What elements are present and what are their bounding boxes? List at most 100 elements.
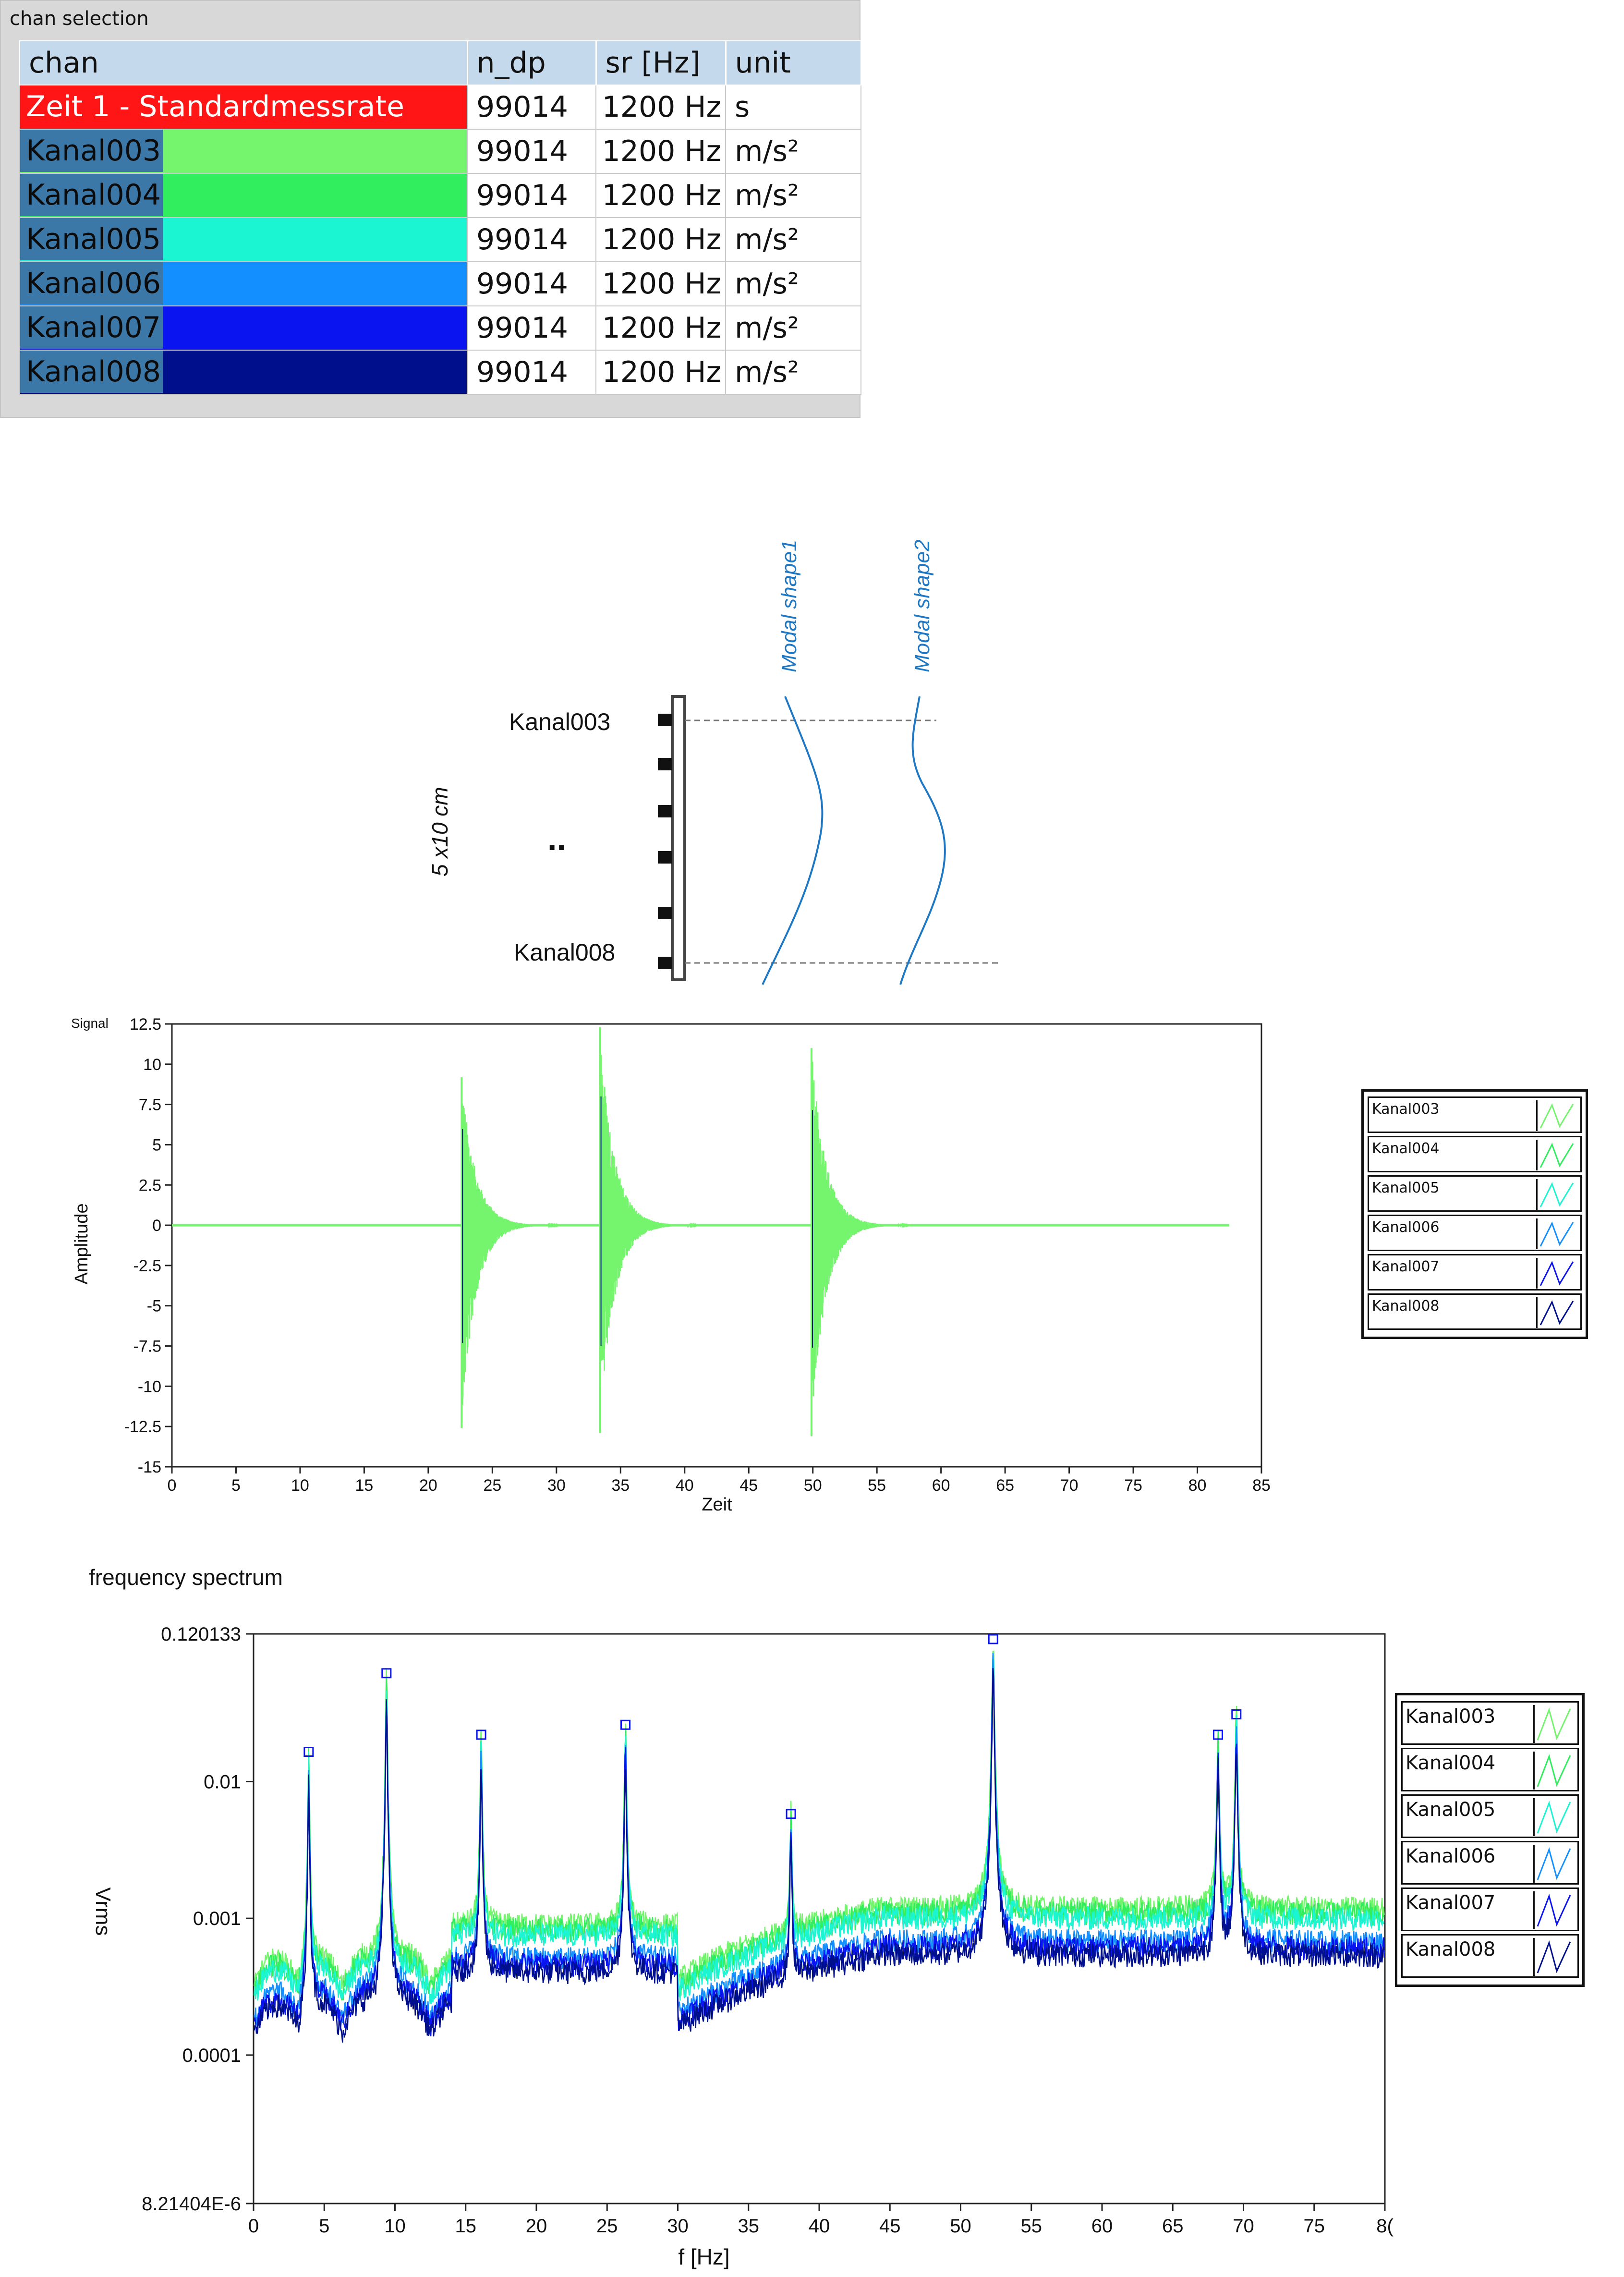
unit-cell: m/s² <box>725 305 861 351</box>
legend-item[interactable]: Kanal007 <box>1401 1887 1579 1931</box>
x-tick-label: 70 <box>1060 1476 1079 1495</box>
x-tick-label: 70 <box>1233 2216 1254 2237</box>
legend-item[interactable]: Kanal007 <box>1368 1254 1582 1291</box>
x-tick-label: 85 <box>1252 1476 1271 1495</box>
legend-label: Kanal007 <box>1406 1892 1496 1914</box>
bottom-sensor-label: Kanal008 <box>514 939 615 966</box>
legend-item[interactable]: Kanal003 <box>1401 1701 1579 1745</box>
x-tick-label: 30 <box>667 2216 689 2237</box>
channel-name: Zeit 1 - Standardmessrate <box>26 90 404 123</box>
channel-cell[interactable]: Kanal003 <box>19 129 468 174</box>
signal-chart: Signal Amplitude Zeit 12.5 10 7.5 5 2.5 0 -2.5… <box>71 1015 1271 1515</box>
modal-shape-1-label: Modal shape1 <box>777 540 801 672</box>
legend-label: Kanal003 <box>1372 1101 1440 1118</box>
channel-cell[interactable]: Zeit 1 - Standardmessrate <box>19 85 468 130</box>
sr-cell: 1200 Hz <box>595 173 726 218</box>
table-row[interactable]: Kanal007 99014 1200 Hz m/s² <box>19 305 861 351</box>
x-tick-label: 8( <box>1376 2216 1394 2237</box>
x-tick-label: 30 <box>547 1476 566 1495</box>
table-row[interactable]: Kanal005 99014 1200 Hz m/s² <box>19 217 861 262</box>
legend-label: Kanal004 <box>1372 1140 1440 1157</box>
x-tick-label: 35 <box>611 1476 630 1495</box>
x-tick-label: 65 <box>1162 2216 1184 2237</box>
sr-cell: 1200 Hz <box>595 305 726 351</box>
channel-cell[interactable]: Kanal004 <box>19 173 468 218</box>
channel-cell[interactable]: Kanal008 <box>19 350 468 395</box>
legend-swatch-icon <box>1536 1179 1577 1210</box>
y-tick-label: 0.01 <box>204 1771 241 1792</box>
y-tick-label: -10 <box>138 1377 161 1396</box>
channel-color-chip: Kanal006 <box>21 263 466 305</box>
channel-cell[interactable]: Kanal007 <box>19 305 468 351</box>
x-tick-label: 45 <box>879 2216 901 2237</box>
column-header-unit[interactable]: unit <box>725 40 862 85</box>
x-tick-label: 75 <box>1124 1476 1142 1495</box>
spectrum-xlabel: f [Hz] <box>678 2244 729 2269</box>
x-tick-label: 5 <box>319 2216 329 2237</box>
x-tick-label: 40 <box>676 1476 694 1495</box>
sr-cell: 1200 Hz <box>595 85 726 130</box>
legend-swatch-icon <box>1536 1218 1577 1249</box>
channel-table: chan n_dp sr [Hz] unit Zeit 1 - Standard… <box>19 40 862 395</box>
modal-shape-1-curve <box>762 696 824 985</box>
channel-cell[interactable]: Kanal006 <box>19 261 468 306</box>
chan-selection-panel: chan selection chan n_dp sr [Hz] unit Ze… <box>0 0 862 418</box>
x-tick-label: 15 <box>455 2216 477 2237</box>
signal-plot-area <box>171 1023 1262 1468</box>
table-row[interactable]: Zeit 1 - Standardmessrate 99014 1200 Hz s <box>19 85 861 130</box>
column-header-n-dp[interactable]: n_dp <box>467 40 597 85</box>
n-dp-cell: 99014 <box>467 217 596 262</box>
x-tick-label: 50 <box>950 2216 971 2237</box>
legend-label: Kanal005 <box>1372 1180 1440 1196</box>
channel-name: Kanal004 <box>21 174 163 216</box>
legend-item[interactable]: Kanal004 <box>1368 1136 1582 1172</box>
sr-cell: 1200 Hz <box>595 129 726 174</box>
column-header-sr[interactable]: sr [Hz] <box>595 40 727 85</box>
table-row[interactable]: Kanal004 99014 1200 Hz m/s² <box>19 173 861 218</box>
y-tick-label: -2.5 <box>133 1257 161 1275</box>
x-tick-label: 55 <box>868 1476 886 1495</box>
table-header-row: chan n_dp sr [Hz] unit <box>19 40 862 85</box>
sensor-1 <box>658 714 672 726</box>
channel-color-chip: Kanal005 <box>21 219 466 261</box>
legend-item[interactable]: Kanal003 <box>1368 1096 1582 1133</box>
table-row[interactable]: Kanal003 99014 1200 Hz m/s² <box>19 129 861 174</box>
table-row[interactable]: Kanal008 99014 1200 Hz m/s² <box>19 350 861 395</box>
signal-xlabel: Zeit <box>702 1495 732 1515</box>
signal-legend: Kanal003 Kanal004 Kanal005 Kanal006 Kanal007… <box>1361 1089 1588 1339</box>
n-dp-cell: 99014 <box>467 85 596 130</box>
legend-swatch-icon <box>1533 1938 1575 1976</box>
spectrum-peak-marker <box>1231 1709 1242 1720</box>
legend-swatch-icon <box>1536 1258 1577 1289</box>
x-tick-label: 5 <box>231 1476 241 1495</box>
n-dp-cell: 99014 <box>467 305 596 351</box>
legend-item[interactable]: Kanal005 <box>1401 1794 1579 1838</box>
column-header-chan[interactable]: chan <box>19 40 468 85</box>
x-tick-label: 55 <box>1021 2216 1042 2237</box>
legend-item[interactable]: Kanal005 <box>1368 1175 1582 1212</box>
channel-cell[interactable]: Kanal005 <box>19 217 468 262</box>
x-tick-label: 10 <box>384 2216 406 2237</box>
unit-cell: m/s² <box>725 217 861 262</box>
table-row[interactable]: Kanal006 99014 1200 Hz m/s² <box>19 261 861 306</box>
sensor-3 <box>658 805 672 817</box>
spectrum-series-Kanal008 <box>254 1668 1385 2043</box>
legend-item[interactable]: Kanal008 <box>1401 1934 1579 1978</box>
legend-item[interactable]: Kanal004 <box>1401 1748 1579 1791</box>
legend-item[interactable]: Kanal006 <box>1368 1215 1582 1251</box>
unit-cell: m/s² <box>725 261 861 306</box>
y-tick-label: 8.21404E-6 <box>142 2193 241 2215</box>
spectrum-series-Kanal005 <box>254 1656 1384 2004</box>
spectrum-chart: frequency spectrum Vrms f [Hz] 0.120133 0… <box>89 1565 1394 2269</box>
y-tick-label: 12.5 <box>130 1015 161 1034</box>
channel-color-chip: Kanal007 <box>21 307 466 349</box>
top-sensor-label: Kanal003 <box>509 708 610 735</box>
channel-color-chip: Kanal003 <box>21 130 466 172</box>
spectrum-ylabel: Vrms <box>91 1887 115 1936</box>
legend-item[interactable]: Kanal008 <box>1368 1293 1582 1330</box>
signal-ylabel: Amplitude <box>72 1204 92 1285</box>
legend-item[interactable]: Kanal006 <box>1401 1841 1579 1885</box>
legend-label: Kanal005 <box>1406 1799 1496 1821</box>
legend-label: Kanal007 <box>1372 1258 1440 1275</box>
x-tick-label: 40 <box>809 2216 830 2237</box>
